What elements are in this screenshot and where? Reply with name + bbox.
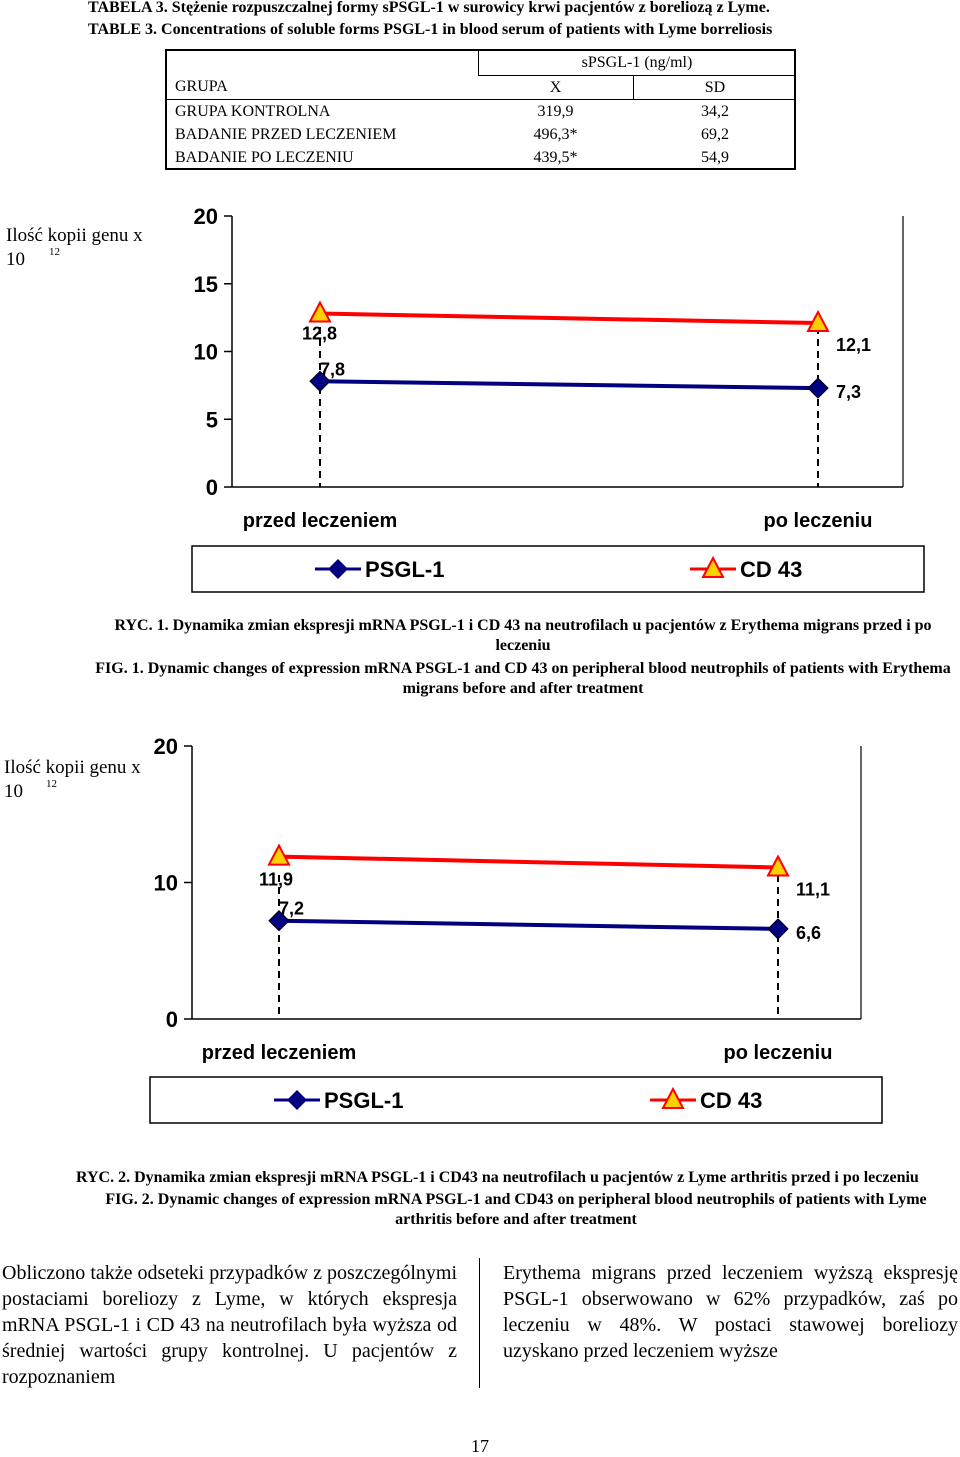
table-row-x: 496,3* [533,126,578,143]
data-point-diamond [807,377,829,399]
y-tick-label: 15 [194,272,218,297]
data-label: 12,8 [302,324,337,344]
chart1: 20 15 10 5 0 przed leczeniem po leczeniu 7,8 7,3… [191,204,925,593]
x-category-label: przed leczeniem [202,1042,357,1064]
x-category-label: po leczeniu [724,1042,833,1064]
x-category-label: przed leczeniem [243,510,398,532]
series-line-cd-43 [278,854,779,870]
data-point-diamond [309,370,331,393]
column-divider [479,1258,480,1388]
y-tick-label: 0 [166,1007,178,1032]
fig2-caption-pl: RYC. 2. Dynamika zmian ekspresji mRNA PS… [76,1169,919,1186]
chart2-ylabel-text: Ilość kopii genu x 10 [4,757,141,802]
y-tick-label: 5 [206,407,218,432]
chart1-ylabel-text: Ilość kopii genu x 10 [6,225,143,270]
legend-box [149,1076,883,1124]
table-caption-en: TABLE 3. Concentrations of soluble forms… [88,21,773,38]
data-label: 7,2 [279,899,304,919]
table-col-x: X [549,79,562,96]
fig1-caption-en: FIG. 1. Dynamic changes of expression mR… [95,660,951,697]
legend-marker-triangle [661,1086,685,1109]
legend-box [191,545,925,593]
legend-marker-triangle [701,555,725,578]
page-number: 17 [471,1436,489,1456]
body-column-right: Erythema migrans przed leczeniem wyższą … [503,1262,958,1362]
table-row-x: 439,5* [533,149,578,166]
series-line-psgl-1 [278,918,779,931]
chart2: 20 10 0 przed leczeniem po leczeniu 7,2 6,6 11,… [149,734,883,1124]
series-line-psgl-1 [319,379,819,391]
legend-marker-diamond [287,1090,307,1110]
data-point-triangle [766,854,790,877]
data-label: 12,1 [836,335,871,355]
table-row-sd: 69,2 [701,126,729,143]
data-label: 7,8 [320,359,345,379]
y-tick-label: 0 [206,475,218,500]
data-point-triangle [806,309,830,333]
data-label: 6,6 [796,923,821,943]
table-col-sd: SD [704,79,726,96]
body-column-left: Obliczono także odseteki przypadków z po… [2,1262,457,1388]
chart1-ylabel: Ilość kopii genu x 10 [6,224,146,272]
table-header-group: sPSGL-1 (ng/ml) [581,54,693,71]
table-row-sd: 54,9 [701,149,729,166]
series-line-cd-43 [319,311,819,326]
table-col-group: GRUPA [175,78,228,95]
legend-label: CD 43 [740,557,802,582]
legend-label: PSGL-1 [324,1088,403,1113]
data-point-diamond [268,910,290,932]
x-category-label: po leczeniu [764,510,873,532]
legend-label: PSGL-1 [365,557,444,582]
data-label: 11,9 [259,870,293,890]
y-tick-label: 20 [154,734,178,759]
fig2-caption-en: FIG. 2. Dynamic changes of expression mR… [105,1191,927,1228]
data-label: 11,1 [796,879,830,899]
table-row-group: BADANIE PO LECZENIU [175,149,354,166]
table-caption-pl: TABELA 3. Stężenie rozpuszczalnej formy … [88,0,770,16]
legend-marker-diamond [328,559,348,579]
data-point-diamond [767,918,789,940]
data-point-triangle [267,843,291,866]
chart2-ylabel-exp: 12 [46,778,57,790]
data-table: sPSGL-1 (ng/ml) GRUPA X SD GRUPA KONTROL… [165,49,796,170]
table-row-group: BADANIE PRZED LECZENIEM [175,126,397,143]
data-point-triangle [308,300,332,323]
data-label: 7,3 [836,382,861,402]
table-row-x: 319,9 [537,103,574,120]
chart1-ylabel-exp: 12 [49,246,60,258]
fig1-caption-pl: RYC. 1. Dynamika zmian ekspresji mRNA PS… [114,617,932,654]
y-tick-label: 10 [194,340,218,365]
table-row-group: GRUPA KONTROLNA [175,103,331,120]
legend-label: CD 43 [700,1088,762,1113]
y-tick-label: 10 [154,871,178,896]
y-tick-label: 20 [194,204,218,229]
table-row-sd: 34,2 [701,103,729,120]
